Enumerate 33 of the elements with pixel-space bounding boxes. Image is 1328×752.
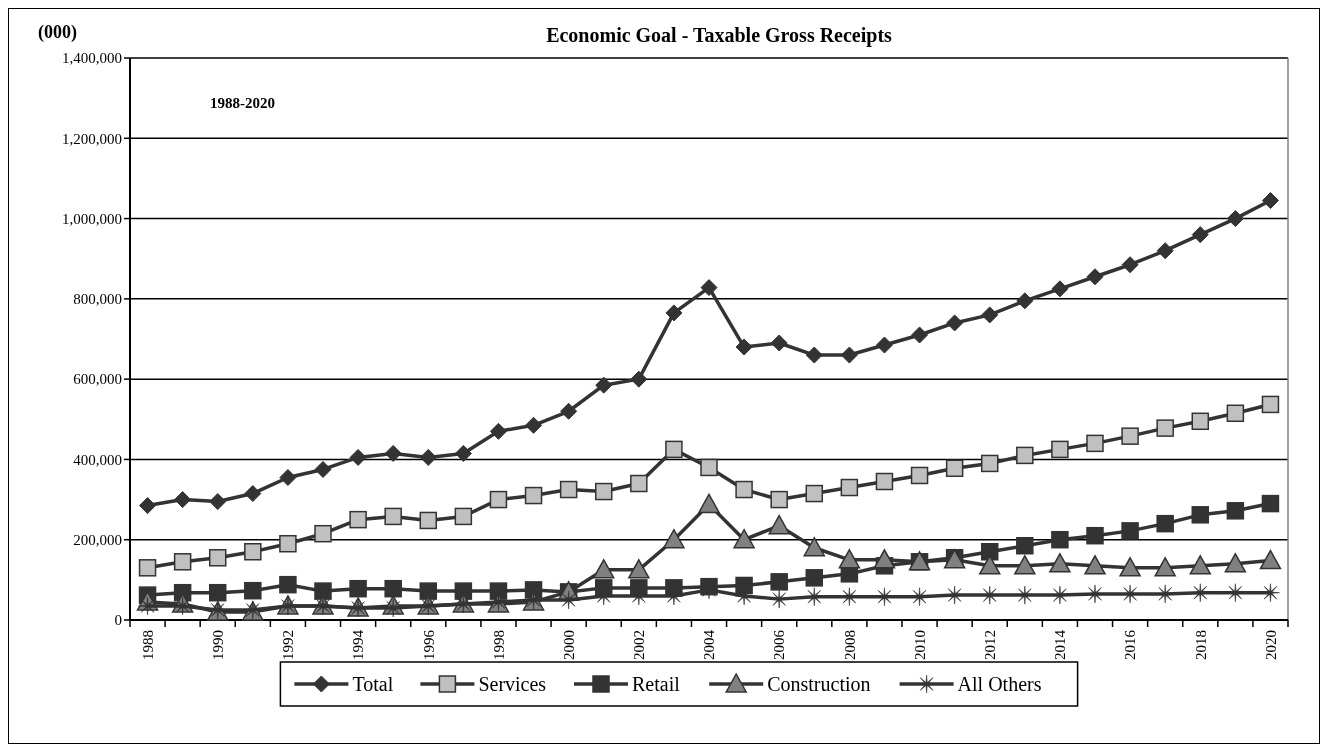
legend-label: Total (352, 673, 394, 695)
y-tick-label: 1,400,000 (62, 50, 122, 67)
x-tick-label: 1994 (350, 629, 367, 660)
x-tick-label: 2000 (560, 630, 577, 660)
y-axis-title: (000) (38, 22, 77, 43)
chart-title: Economic Goal - Taxable Gross Receipts (546, 24, 893, 47)
legend-label: All Others (957, 673, 1042, 695)
x-tick-label: 2002 (631, 630, 648, 660)
x-tick-label: 1990 (209, 630, 226, 660)
x-tick-label: 2016 (1122, 629, 1139, 660)
x-tick-label: 1998 (490, 630, 507, 660)
y-tick-label: 200,000 (73, 531, 122, 548)
y-tick-label: 600,000 (73, 371, 122, 388)
y-tick-label: 400,000 (73, 451, 122, 468)
y-tick-label: 1,000,000 (62, 210, 122, 227)
x-tick-label: 2010 (911, 630, 928, 660)
x-tick-label: 2020 (1262, 630, 1279, 660)
legend-label: Services (478, 673, 547, 695)
y-tick-label: 1,200,000 (62, 130, 122, 147)
x-tick-label: 2018 (1192, 630, 1209, 660)
legend-label: Retail (632, 673, 681, 695)
annotation: 1988-2020 (210, 95, 275, 111)
x-tick-label: 2014 (1052, 629, 1069, 660)
x-tick-label: 2012 (981, 630, 998, 660)
x-tick-label: 1996 (420, 629, 437, 660)
x-tick-label: 1988 (139, 630, 156, 660)
x-tick-label: 1992 (280, 630, 297, 660)
y-tick-label: 0 (114, 612, 122, 629)
x-tick-label: 2004 (701, 629, 718, 660)
y-tick-label: 800,000 (73, 291, 122, 308)
x-tick-label: 2006 (771, 629, 788, 660)
x-tick-label: 2008 (841, 630, 858, 660)
legend-label: Construction (767, 673, 871, 695)
